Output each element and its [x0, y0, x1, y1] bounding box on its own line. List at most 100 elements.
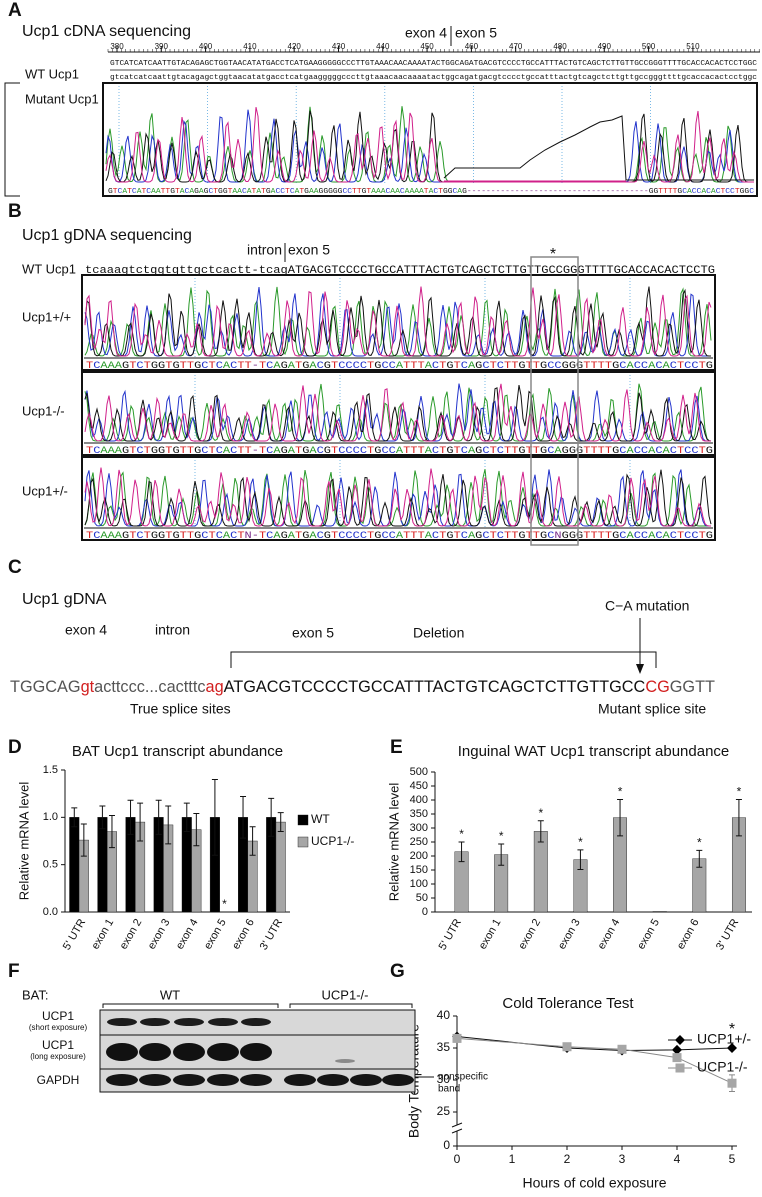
base: C — [201, 446, 208, 457]
base: C — [381, 531, 388, 542]
base: - — [496, 188, 501, 196]
base: T — [209, 361, 216, 372]
base: N — [554, 531, 561, 542]
base: C — [655, 531, 662, 542]
base: - — [252, 531, 259, 542]
base: A — [295, 188, 301, 196]
point — [562, 1042, 572, 1052]
sequence: tcaaagtctggtgttgctcactt-tcagATGACGTCCCCT… — [85, 265, 715, 277]
error-bar — [537, 820, 544, 843]
base: G — [122, 531, 129, 542]
base: C — [634, 446, 641, 457]
base: A — [425, 446, 432, 457]
base: C — [670, 531, 677, 542]
base: - — [252, 361, 259, 372]
trace — [105, 106, 754, 183]
y-tick-label: 150 — [410, 864, 428, 876]
base: C — [433, 188, 438, 196]
ruler-label: 460 — [465, 42, 479, 51]
base: A — [288, 531, 295, 542]
base: G — [562, 446, 569, 457]
base: - — [505, 188, 510, 196]
base: A — [663, 446, 670, 457]
base: T — [511, 531, 518, 542]
base: C — [353, 531, 360, 542]
ruler-label: 440 — [376, 42, 390, 51]
base: - — [634, 188, 639, 196]
sequence-part: GGTT — [670, 677, 715, 696]
deletion-bracket — [230, 651, 657, 668]
base: G — [569, 531, 576, 542]
base: T — [424, 188, 429, 196]
panel-letter: A — [8, 0, 22, 21]
base: A — [405, 188, 411, 196]
band — [173, 1074, 205, 1086]
base: G — [108, 188, 113, 196]
legend-label: UCP1-/- — [697, 1059, 748, 1075]
base: G — [281, 531, 288, 542]
base: T — [410, 361, 417, 372]
base: C — [345, 531, 352, 542]
base: A — [627, 446, 634, 457]
highlight-box — [530, 256, 579, 546]
base: A — [271, 188, 277, 196]
base: C — [461, 446, 468, 457]
y-tick-label: 0 — [443, 1138, 450, 1152]
base: C — [641, 361, 648, 372]
base: A — [648, 361, 655, 372]
trace — [84, 385, 712, 442]
base: G — [677, 188, 682, 196]
base: C — [691, 361, 698, 372]
base: A — [122, 188, 128, 196]
base: T — [331, 531, 338, 542]
band — [240, 1074, 272, 1086]
sequence: TCAAAGTCTGGTGTTGCTCACTT-TCAGATGACGTCCCCT… — [86, 361, 713, 372]
base: T — [598, 361, 605, 372]
base: G — [443, 188, 448, 196]
y-tick-label: 50 — [416, 892, 428, 904]
base: G — [374, 531, 381, 542]
base: C — [338, 446, 345, 457]
error-bar — [458, 841, 465, 863]
trace — [84, 467, 711, 527]
legend-label: WT — [311, 812, 330, 826]
base: T — [165, 446, 172, 457]
point — [672, 1053, 682, 1063]
base: T — [403, 446, 410, 457]
base: C — [547, 531, 554, 542]
base: C — [432, 531, 439, 542]
base: - — [639, 188, 644, 196]
base: T — [259, 531, 266, 542]
base: C — [482, 531, 489, 542]
bar — [533, 831, 548, 913]
axis-break — [451, 1122, 463, 1134]
base: A — [396, 531, 403, 542]
base: C — [482, 446, 489, 457]
y-tick-label: 40 — [437, 1008, 451, 1022]
base: C — [345, 361, 352, 372]
exon-label: exon 5 — [455, 25, 497, 41]
sequence-part: gt — [81, 677, 95, 696]
base: G — [518, 361, 525, 372]
base: T — [511, 361, 518, 372]
base: A — [457, 188, 463, 196]
base: G — [172, 446, 179, 457]
base: A — [115, 446, 122, 457]
base: T — [504, 361, 511, 372]
significance: * — [222, 897, 227, 911]
point — [727, 1043, 737, 1053]
base: T — [598, 531, 605, 542]
ruler-label: 500 — [642, 42, 656, 51]
base: A — [381, 188, 387, 196]
base: A — [309, 361, 316, 372]
error-bar — [137, 802, 144, 842]
base: A — [189, 188, 195, 196]
error-bar — [240, 796, 247, 839]
row-label: UCP1 — [42, 1009, 74, 1023]
y-tick-label: 100 — [410, 878, 428, 890]
significance: * — [729, 1021, 735, 1038]
base: G — [649, 188, 654, 196]
base: G — [328, 188, 333, 196]
base: C — [242, 188, 247, 196]
base: G — [612, 361, 619, 372]
